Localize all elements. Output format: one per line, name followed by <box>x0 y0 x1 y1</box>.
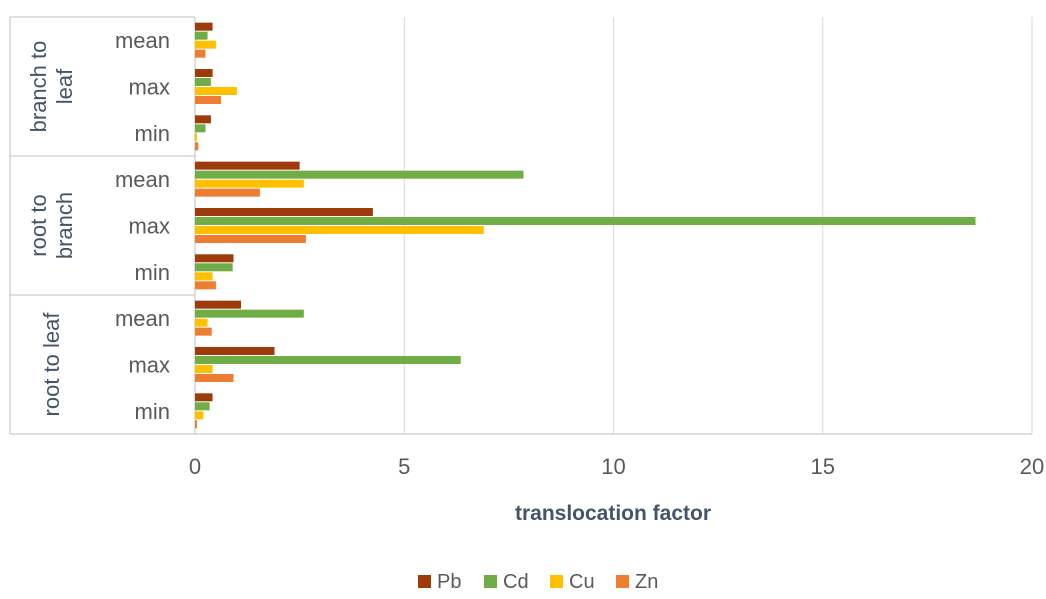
category-label: min <box>135 121 170 146</box>
bar-pb <box>195 22 213 31</box>
bar-cu <box>195 225 484 234</box>
bar-pb <box>195 254 234 263</box>
bar-pb <box>195 207 373 216</box>
category-label: min <box>135 260 170 285</box>
bar-zn <box>195 188 260 197</box>
bar-pb <box>195 393 213 402</box>
bar-cd <box>195 309 304 318</box>
group-label: root tobranch <box>26 192 77 259</box>
bar-cu <box>195 318 208 327</box>
category-label: mean <box>115 28 170 53</box>
axis-lines <box>9 16 1032 435</box>
group-label: root to leaf <box>39 312 64 417</box>
legend-swatch-cu <box>550 575 563 588</box>
legend-swatch-cd <box>484 575 497 588</box>
legend-label-cd: Cd <box>503 571 529 593</box>
bar-cd <box>195 216 976 225</box>
bar-pb <box>195 300 242 309</box>
bar-pb <box>195 346 275 355</box>
bar-zn <box>195 373 234 382</box>
x-axis-title: translocation factor <box>515 502 711 525</box>
gridlines <box>403 17 1033 434</box>
bar-cu <box>195 40 216 49</box>
x-tick-label: 5 <box>398 454 410 479</box>
legend-swatch-pb <box>418 575 431 588</box>
bar-zn <box>195 281 216 290</box>
bar-pb <box>195 115 211 124</box>
group-labels: branch toleaf root tobranch root to leaf <box>26 41 77 417</box>
bar-cu <box>195 364 213 373</box>
category-label: min <box>135 399 170 424</box>
legend-label-pb: Pb <box>437 571 461 593</box>
bars <box>195 22 976 429</box>
bar-cd <box>195 31 208 40</box>
bar-cd <box>195 124 206 133</box>
legend: Pb Cd Cu Zn <box>418 571 658 593</box>
bar-zn <box>195 420 198 429</box>
bar-cd <box>195 170 524 179</box>
bar-cu <box>195 272 213 281</box>
bar-pb <box>195 68 213 77</box>
category-label: max <box>128 74 170 99</box>
legend-label-cu: Cu <box>569 571 595 593</box>
x-tick-labels: 0 5 10 15 20 <box>189 454 1044 479</box>
x-tick-label: 10 <box>601 454 625 479</box>
bar-pb <box>195 161 300 170</box>
bar-zn <box>195 142 199 151</box>
category-labels: mean max min mean max min mean max min <box>115 28 170 424</box>
x-tick-label: 15 <box>811 454 835 479</box>
bar-zn <box>195 327 212 336</box>
bar-zn <box>195 49 206 58</box>
bar-zn <box>195 95 221 104</box>
legend-swatch-zn <box>616 575 629 588</box>
bar-cd <box>195 355 461 364</box>
bar-cd <box>195 77 211 86</box>
category-label: mean <box>115 167 170 192</box>
category-label: mean <box>115 306 170 331</box>
x-tick-label: 0 <box>189 454 201 479</box>
bar-cd <box>195 263 233 272</box>
x-tick-label: 20 <box>1020 454 1044 479</box>
category-label: max <box>128 352 170 377</box>
bar-cu <box>195 86 237 95</box>
bar-cu <box>195 411 204 420</box>
legend-label-zn: Zn <box>635 571 658 593</box>
bar-cu <box>195 179 304 188</box>
group-label: branch toleaf <box>26 41 77 133</box>
category-label: max <box>128 213 170 238</box>
bar-cu <box>195 133 198 142</box>
bar-cd <box>195 402 210 411</box>
bar-zn <box>195 234 306 243</box>
